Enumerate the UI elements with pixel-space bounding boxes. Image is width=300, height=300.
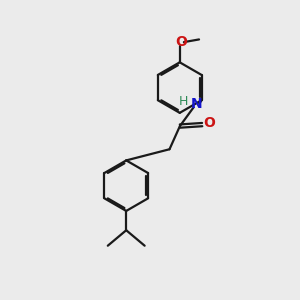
- Text: O: O: [203, 116, 215, 130]
- Text: H: H: [179, 95, 188, 108]
- Text: N: N: [190, 97, 202, 111]
- Text: O: O: [175, 35, 187, 49]
